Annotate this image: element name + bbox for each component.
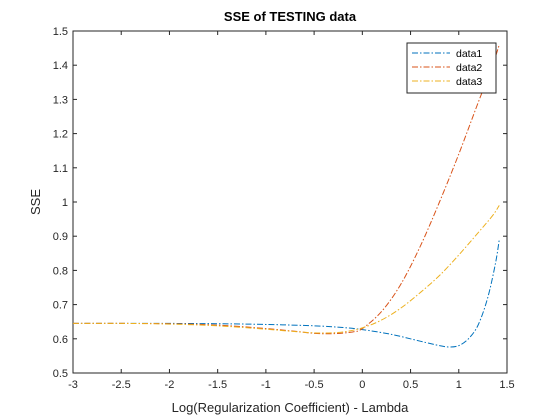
series-line-data1: [73, 239, 500, 348]
x-tick-label: -2: [165, 379, 175, 391]
x-tick-label: -1.5: [208, 379, 227, 391]
y-tick-label: 1.3: [53, 94, 68, 106]
y-tick-label: 1.5: [53, 26, 68, 38]
y-tick-label: 0.8: [53, 265, 68, 277]
y-tick-label: 1: [62, 197, 68, 209]
legend-label-data1: data1: [456, 48, 482, 60]
x-tick-label: 0.5: [403, 379, 418, 391]
x-axis-ticks: -3 -2.5 -2 -1.5 -1 -0.5 0 0.5 1 1.5: [68, 31, 515, 391]
series-line-data2: [72, 44, 500, 335]
x-tick-label: 1.5: [499, 379, 514, 391]
x-tick-label: -2.5: [112, 379, 131, 391]
legend-label-data2: data2: [456, 62, 482, 74]
y-tick-label: 1.2: [53, 129, 68, 141]
x-tick-label: 0: [359, 379, 365, 391]
y-axis-label: SSE: [28, 189, 43, 215]
legend-box: [406, 42, 497, 94]
y-tick-label: 0.5: [53, 368, 68, 380]
y-axis-ticks: 0.5 0.6 0.7 0.8 0.9 1 1.1 1.2 1.3 1.4 1.5: [53, 26, 507, 380]
legend-label-data3: data3: [456, 76, 482, 88]
y-tick-label: 0.6: [53, 334, 68, 346]
x-axis-label: Log(Regularization Coefficient) - Lambda: [172, 400, 410, 415]
x-tick-label: -0.5: [305, 379, 324, 391]
series-layer: [72, 44, 500, 348]
x-tick-label: -3: [68, 379, 78, 391]
y-tick-label: 1.1: [53, 163, 68, 175]
y-tick-label: 0.7: [53, 300, 68, 312]
y-tick-label: 1.4: [53, 60, 68, 72]
legend: data1 data2 data3: [406, 42, 497, 94]
chart-title: SSE of TESTING data: [224, 9, 357, 24]
y-tick-label: 0.9: [53, 231, 68, 243]
series-line-data3: [72, 205, 500, 334]
x-tick-label: -1: [261, 379, 271, 391]
x-tick-label: 1: [456, 379, 462, 391]
